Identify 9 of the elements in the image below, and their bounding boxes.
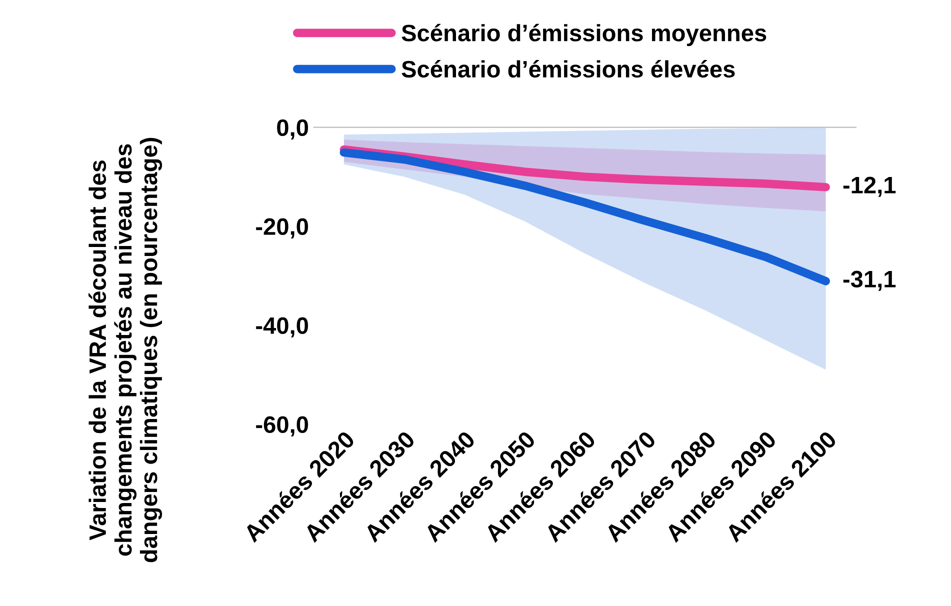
y-tick-label: 0,0 bbox=[277, 119, 308, 140]
legend-label: Scénario d’émissions élevées bbox=[402, 60, 735, 78]
legend-label: Scénario d’émissions moyennes bbox=[402, 24, 766, 46]
y-tick-label: -40,0 bbox=[256, 317, 308, 338]
y-tick-label: -20,0 bbox=[256, 218, 308, 238]
y-tick-label: -60,0 bbox=[256, 416, 308, 436]
y-axis-title: Variation de la VRA découlant des changements projetés au niveau des dangers climatiques (en pourcentage) bbox=[88, 138, 162, 562]
annotation: -31,1 bbox=[843, 270, 896, 291]
annotation: -12,1 bbox=[843, 176, 896, 197]
